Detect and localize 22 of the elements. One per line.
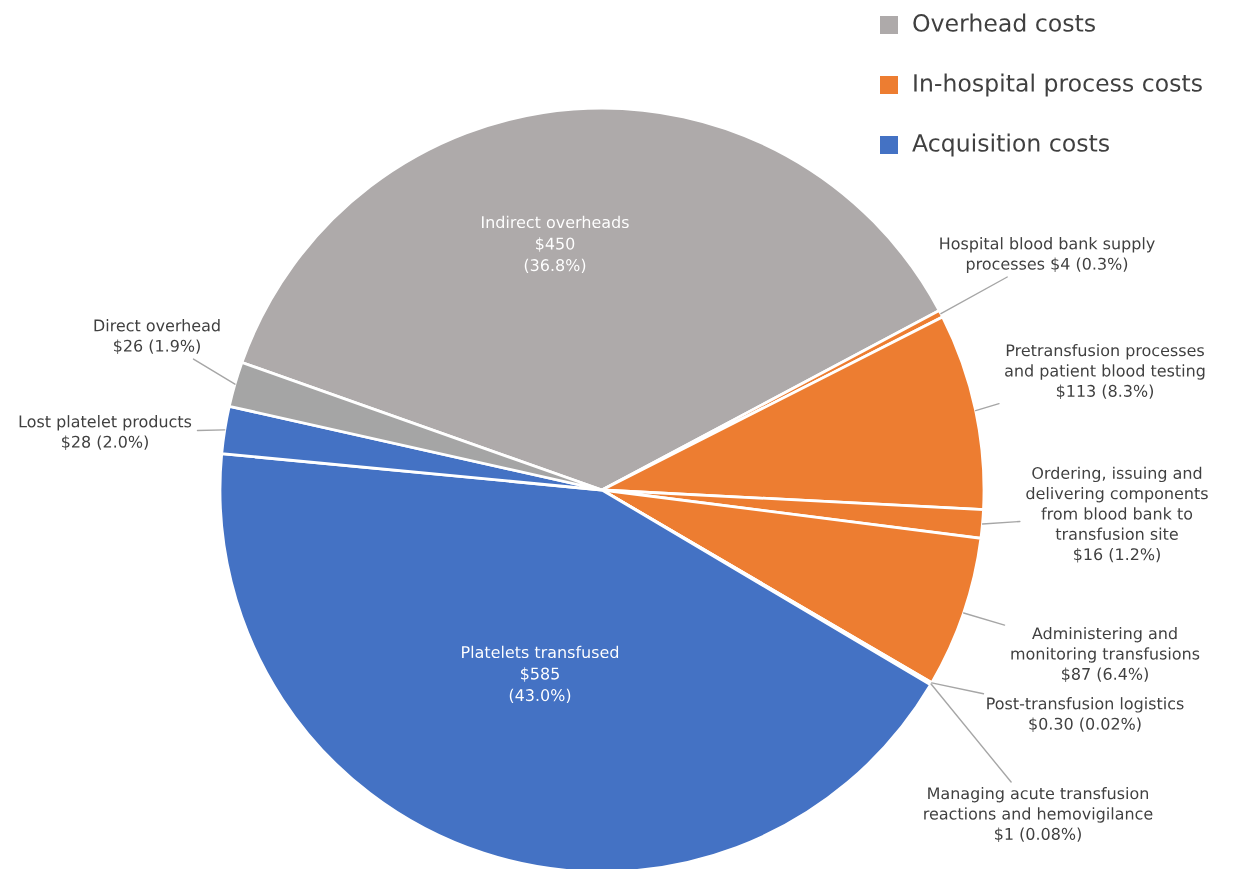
slice-label: Managing acute transfusion reactions and hemovigilance (924, 786, 1153, 823)
slice-label: Ordering, issuing and delivering components from blood bank to transfusion site (1026, 466, 1208, 540)
slice-label: Pretransfusion processes and patient blood testing (1005, 343, 1205, 380)
data-label: $26 (1.9%) (114, 339, 200, 354)
data-label: $450 (36.8%) (524, 237, 586, 274)
slice-label: Indirect overheads (482, 215, 629, 229)
slice-label: Lost platelet products (19, 415, 192, 431)
data-label: $16 (1.2%) (1074, 547, 1160, 563)
text: In-hospital process costs (914, 73, 1202, 97)
text: Overhead costs (913, 13, 1095, 32)
slice-label: Direct overhead (94, 319, 220, 332)
data-label: $1 (0.08%) (995, 827, 1081, 843)
data-label: $113 (8.3%) (1056, 384, 1154, 400)
slice-label: Post-transfusion logistics (987, 697, 1184, 713)
data-label: $28 (2.0%) (62, 435, 148, 450)
data-label: $585 (43.0%) (509, 667, 571, 704)
slice-label: Hospital blood bank supply processes $4 (0.3%) (940, 237, 1155, 273)
slice-label: Platelets transfused (462, 645, 619, 659)
slice-label: Administering and monitoring transfusions (1011, 626, 1200, 663)
data-label: $87 (6.4%) (1062, 667, 1148, 683)
text: Acquisition costs (912, 133, 1109, 157)
data-label: $0.30 (0.02%) (1029, 717, 1141, 732)
